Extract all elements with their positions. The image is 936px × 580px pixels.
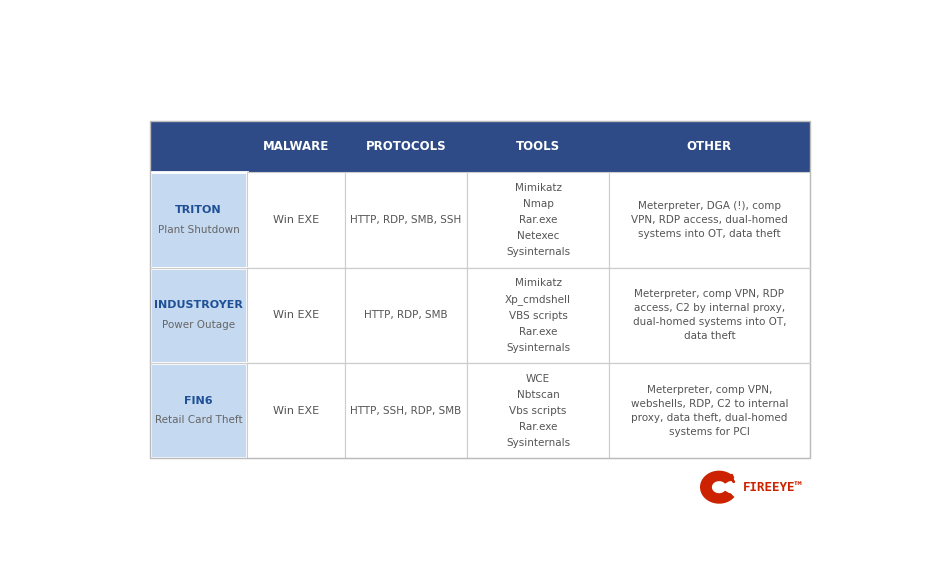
- Bar: [150, 267, 247, 363]
- Text: Win EXE: Win EXE: [273, 215, 319, 225]
- Text: Meterpreter, comp VPN,
webshells, RDP, C2 to internal
proxy, data theft, dual-ho: Meterpreter, comp VPN, webshells, RDP, C…: [631, 385, 788, 437]
- Bar: [609, 172, 810, 267]
- Bar: [345, 172, 467, 267]
- Bar: [345, 363, 467, 458]
- Text: Retail Card Theft: Retail Card Theft: [154, 415, 242, 425]
- Text: Win EXE: Win EXE: [273, 405, 319, 415]
- Text: HTTP, SSH, RDP, SMB: HTTP, SSH, RDP, SMB: [350, 405, 461, 415]
- Bar: [467, 363, 609, 458]
- Bar: [609, 267, 810, 363]
- Text: HTTP, RDP, SMB, SSH: HTTP, RDP, SMB, SSH: [350, 215, 461, 225]
- Bar: [150, 121, 810, 172]
- Polygon shape: [703, 474, 732, 501]
- Text: MALWARE: MALWARE: [263, 140, 329, 153]
- Bar: [467, 267, 609, 363]
- Bar: [247, 363, 345, 458]
- Text: INDUSTROYER: INDUSTROYER: [154, 300, 243, 310]
- Text: OTHER: OTHER: [687, 140, 732, 153]
- Text: Win EXE: Win EXE: [273, 310, 319, 320]
- Text: Mimikatz
Nmap
Rar.exe
Netexec
Sysinternals: Mimikatz Nmap Rar.exe Netexec Sysinterna…: [506, 183, 570, 257]
- Text: Meterpreter, DGA (!), comp
VPN, RDP access, dual-homed
systems into OT, data the: Meterpreter, DGA (!), comp VPN, RDP acce…: [631, 201, 788, 239]
- Bar: [150, 363, 247, 458]
- Text: FIN6: FIN6: [184, 396, 212, 405]
- Bar: [150, 172, 247, 267]
- Text: HTTP, RDP, SMB: HTTP, RDP, SMB: [364, 310, 448, 320]
- Bar: [247, 172, 345, 267]
- Text: WCE
Nbtscan
Vbs scripts
Rar.exe
Sysinternals: WCE Nbtscan Vbs scripts Rar.exe Sysinter…: [506, 374, 570, 448]
- Text: PROTOCOLS: PROTOCOLS: [366, 140, 446, 153]
- Bar: [345, 267, 467, 363]
- Text: TOOLS: TOOLS: [516, 140, 560, 153]
- Bar: [150, 121, 810, 458]
- Text: Plant Shutdown: Plant Shutdown: [157, 225, 240, 235]
- Text: Meterpreter, comp VPN, RDP
access, C2 by internal proxy,
dual-homed systems into: Meterpreter, comp VPN, RDP access, C2 by…: [633, 289, 786, 341]
- Text: TRITON: TRITON: [175, 205, 222, 215]
- Text: Mimikatz
Xp_cmdshell
VBS scripts
Rar.exe
Sysinternals: Mimikatz Xp_cmdshell VBS scripts Rar.exe…: [505, 278, 571, 353]
- Text: Power Outage: Power Outage: [162, 320, 235, 330]
- Bar: [247, 267, 345, 363]
- Bar: [467, 172, 609, 267]
- Bar: [609, 363, 810, 458]
- Text: FIREEYE™: FIREEYE™: [743, 481, 803, 494]
